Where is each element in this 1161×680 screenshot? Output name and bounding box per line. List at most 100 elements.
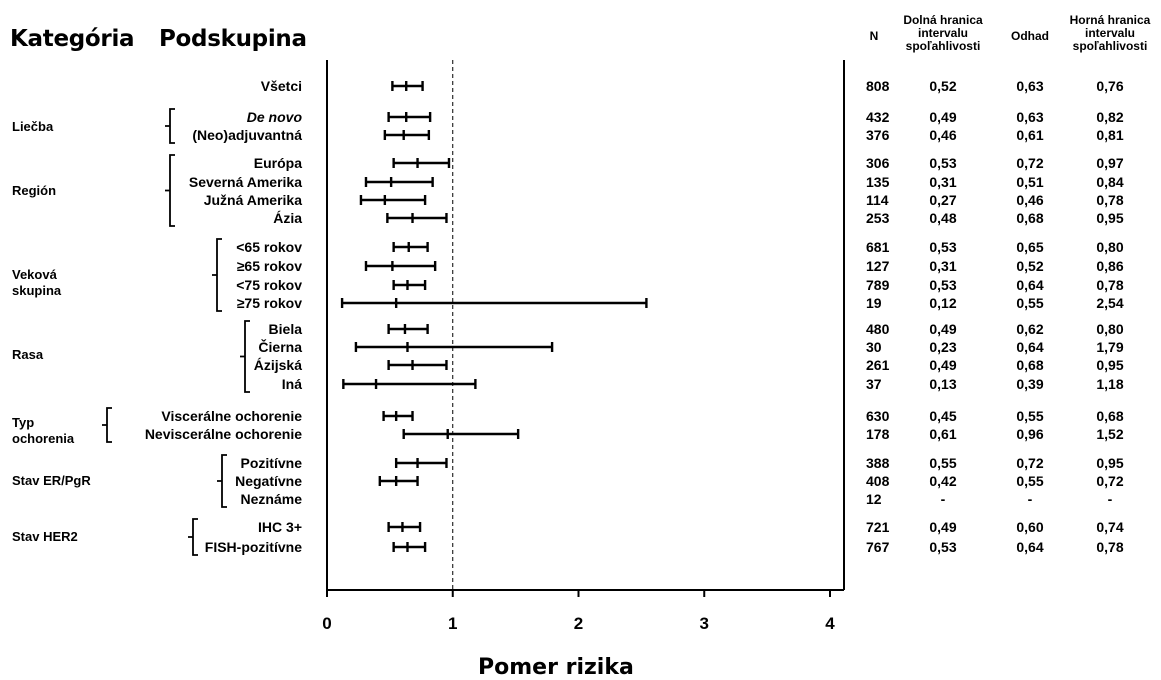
- category-brace: [212, 238, 222, 312]
- n-value: 767: [866, 539, 890, 555]
- lower-ci-value: 0,49: [929, 357, 956, 373]
- estimate-value: -: [1028, 491, 1033, 507]
- estimate-value: 0,72: [1016, 155, 1043, 171]
- estimate-value: 0,64: [1016, 277, 1043, 293]
- estimate-value: 0,62: [1016, 321, 1043, 337]
- category-brace: [165, 154, 175, 227]
- subgroup-label: Negatívne: [235, 473, 302, 489]
- subgroup-label: IHC 3+: [258, 519, 302, 535]
- subgroup-label: ≥75 rokov: [237, 295, 302, 311]
- lower-ci-value: 0,61: [929, 426, 956, 442]
- n-value: 480: [866, 321, 890, 337]
- subgroup-label: Iná: [282, 376, 302, 392]
- lower-ci-value: 0,53: [929, 539, 956, 555]
- n-value: 127: [866, 258, 890, 274]
- estimate-value: 0,64: [1016, 539, 1043, 555]
- category-label: Typ: [12, 415, 34, 430]
- subgroup-label: Južná Amerika: [204, 192, 303, 208]
- upper-ci-value: 0,78: [1096, 192, 1123, 208]
- upper-ci-value: 0,95: [1096, 210, 1123, 226]
- x-tick-label: 3: [700, 614, 709, 633]
- upper-ci-value: -: [1108, 491, 1113, 507]
- subgroup-label: Biela: [269, 321, 303, 337]
- estimate-value: 0,46: [1016, 192, 1043, 208]
- lower-ci-value: 0,13: [929, 376, 956, 392]
- x-tick-label: 0: [322, 614, 331, 633]
- n-value: 135: [866, 174, 890, 190]
- category-label: skupina: [12, 283, 62, 298]
- x-tick-label: 2: [574, 614, 583, 633]
- estimate-value: 0,64: [1016, 339, 1043, 355]
- category-brace: [102, 407, 112, 443]
- upper-ci-value: 0,74: [1096, 519, 1123, 535]
- upper-ci-value: 1,79: [1096, 339, 1123, 355]
- upper-ci-value: 0,72: [1096, 473, 1123, 489]
- upper-ci-value: 0,95: [1096, 357, 1123, 373]
- category-label: Stav ER/PgR: [12, 473, 91, 488]
- subgroup-label: (Neo)adjuvantná: [192, 127, 302, 143]
- category-brace: [165, 108, 175, 144]
- n-value: 388: [866, 455, 890, 471]
- subgroup-label: <75 rokov: [236, 277, 302, 293]
- upper-ci-header-line1: Horná hranica: [1069, 13, 1151, 27]
- n-value: 253: [866, 210, 890, 226]
- n-value: 178: [866, 426, 890, 442]
- lower-ci-value: 0,55: [929, 455, 956, 471]
- category-brace: [217, 454, 227, 508]
- upper-ci-header: Horná hranica intervalu spoľahlivosti: [1059, 14, 1161, 53]
- lower-ci-value: 0,49: [929, 519, 956, 535]
- estimate-value: 0,55: [1016, 473, 1043, 489]
- n-value: 376: [866, 127, 890, 143]
- subgroup-label: Čierna: [258, 338, 302, 355]
- n-value: 808: [866, 78, 890, 94]
- lower-ci-value: 0,31: [929, 258, 956, 274]
- subgroup-label: Viscerálne ochorenie: [161, 408, 302, 424]
- category-label: Región: [12, 183, 56, 198]
- category-brace: [188, 518, 198, 556]
- upper-ci-header-line3: spoľahlivosti: [1072, 39, 1148, 53]
- upper-ci-value: 0,82: [1096, 109, 1123, 125]
- category-brace: [240, 320, 250, 393]
- upper-ci-value: 0,84: [1096, 174, 1123, 190]
- upper-ci-value: 0,80: [1096, 239, 1123, 255]
- x-tick-label: 4: [825, 614, 835, 633]
- lower-ci-value: 0,23: [929, 339, 956, 355]
- n-value: 432: [866, 109, 890, 125]
- subgroup-label: FISH-pozitívne: [205, 539, 302, 555]
- x-axis-label: Pomer rizika: [478, 655, 634, 680]
- n-value: 114: [866, 192, 889, 208]
- subgroup-label: Neznáme: [241, 491, 303, 507]
- estimate-value: 0,63: [1016, 78, 1043, 94]
- subgroup-label: Všetci: [261, 78, 302, 94]
- estimate-value: 0,55: [1016, 408, 1043, 424]
- subgroup-label: Pozitívne: [241, 455, 303, 471]
- estimate-value: 0,63: [1016, 109, 1043, 125]
- n-value: 630: [866, 408, 890, 424]
- lower-ci-value: 0,31: [929, 174, 956, 190]
- n-value: 12: [866, 491, 882, 507]
- upper-ci-value: 0,86: [1096, 258, 1123, 274]
- category-label: Liečba: [12, 119, 54, 134]
- subgroup-label: ≥65 rokov: [237, 258, 302, 274]
- lower-ci-value: 0,53: [929, 155, 956, 171]
- n-value: 37: [866, 376, 882, 392]
- estimate-header: Odhad: [1011, 29, 1049, 43]
- upper-ci-header-line2: intervalu: [1084, 26, 1135, 40]
- category-label: ochorenia: [12, 431, 75, 446]
- subgroup-label: Ázijská: [254, 357, 302, 373]
- upper-ci-value: 0,95: [1096, 455, 1123, 471]
- lower-ci-value: 0,53: [929, 277, 956, 293]
- lower-ci-value: 0,52: [929, 78, 956, 94]
- subgroup-label: <65 rokov: [236, 239, 302, 255]
- estimate-value: 0,55: [1016, 295, 1043, 311]
- lower-ci-header-line2: intervalu: [917, 26, 968, 40]
- n-value: 681: [866, 239, 890, 255]
- estimate-value: 0,68: [1016, 357, 1043, 373]
- estimate-value: 0,52: [1016, 258, 1043, 274]
- n-header: N: [869, 29, 879, 43]
- upper-ci-value: 0,78: [1096, 277, 1123, 293]
- subgroup-label: Ázia: [273, 210, 302, 226]
- n-value: 306: [866, 155, 890, 171]
- lower-ci-header-line1: Dolná hranica: [903, 13, 983, 27]
